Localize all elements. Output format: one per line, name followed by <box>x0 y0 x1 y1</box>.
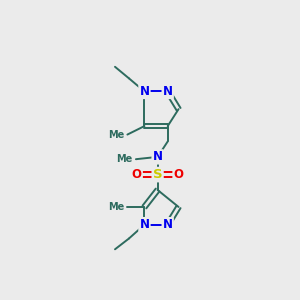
Text: S: S <box>153 168 162 181</box>
Text: O: O <box>132 168 142 181</box>
Text: Me: Me <box>108 202 124 212</box>
Text: N: N <box>163 218 173 231</box>
Text: N: N <box>163 85 173 98</box>
Text: N: N <box>153 150 163 164</box>
Text: O: O <box>174 168 184 181</box>
Text: Me: Me <box>117 154 133 164</box>
Text: Me: Me <box>108 130 124 140</box>
Text: N: N <box>140 218 149 231</box>
Text: N: N <box>140 85 149 98</box>
